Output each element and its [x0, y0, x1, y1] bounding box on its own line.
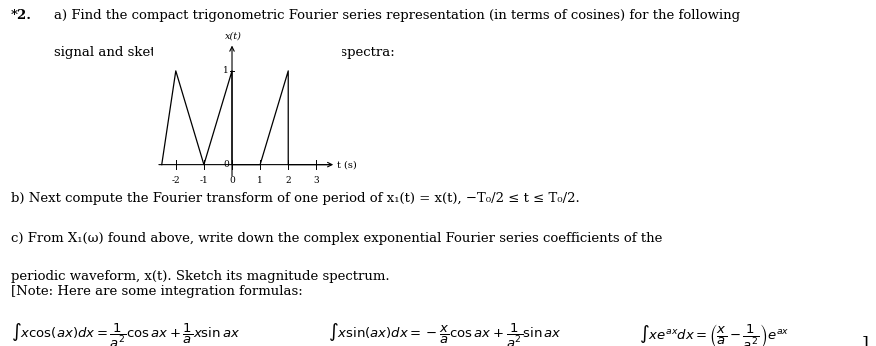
Text: periodic waveform, x(t). Sketch its magnitude spectrum.: periodic waveform, x(t). Sketch its magn…	[11, 270, 389, 283]
Text: c) From X₁(ω) found above, write down the complex exponential Fourier series coe: c) From X₁(ω) found above, write down th…	[11, 232, 662, 245]
Text: a) Find the compact trigonometric Fourier series representation (in terms of cos: a) Find the compact trigonometric Fourie…	[54, 9, 740, 22]
Text: 2: 2	[286, 176, 291, 185]
Text: -2: -2	[172, 176, 180, 185]
Text: 1: 1	[223, 66, 229, 75]
Text: x(t): x(t)	[225, 32, 242, 41]
Text: $\int x\cos(ax)dx = \dfrac{1}{a^2}\cos ax + \dfrac{1}{a}x\sin ax$: $\int x\cos(ax)dx = \dfrac{1}{a^2}\cos a…	[11, 322, 240, 346]
Text: b) Next compute the Fourier transform of one period of x₁(t) = x(t), −T₀/2 ≤ t ≤: b) Next compute the Fourier transform of…	[11, 192, 579, 205]
Text: $\int x\sin(ax)dx = -\dfrac{x}{a}\cos ax + \dfrac{1}{a^2}\sin ax$: $\int x\sin(ax)dx = -\dfrac{x}{a}\cos ax…	[328, 322, 562, 346]
Text: signal and sketch its amplitude and phase spectra:: signal and sketch its amplitude and phas…	[54, 46, 395, 59]
Text: ]: ]	[862, 335, 869, 346]
Text: *2.: *2.	[11, 9, 32, 22]
Text: 1: 1	[258, 176, 263, 185]
Text: 0: 0	[230, 176, 235, 185]
Text: 3: 3	[314, 176, 319, 185]
Text: [Note: Here are some integration formulas:: [Note: Here are some integration formula…	[11, 285, 302, 299]
Text: -1: -1	[200, 176, 208, 185]
Text: 0: 0	[223, 160, 229, 169]
Text: $\int xe^{ax}dx = \left(\dfrac{x}{a} - \dfrac{1}{a^2}\right)e^{ax}$: $\int xe^{ax}dx = \left(\dfrac{x}{a} - \…	[639, 322, 790, 346]
Text: t (s): t (s)	[337, 160, 357, 169]
